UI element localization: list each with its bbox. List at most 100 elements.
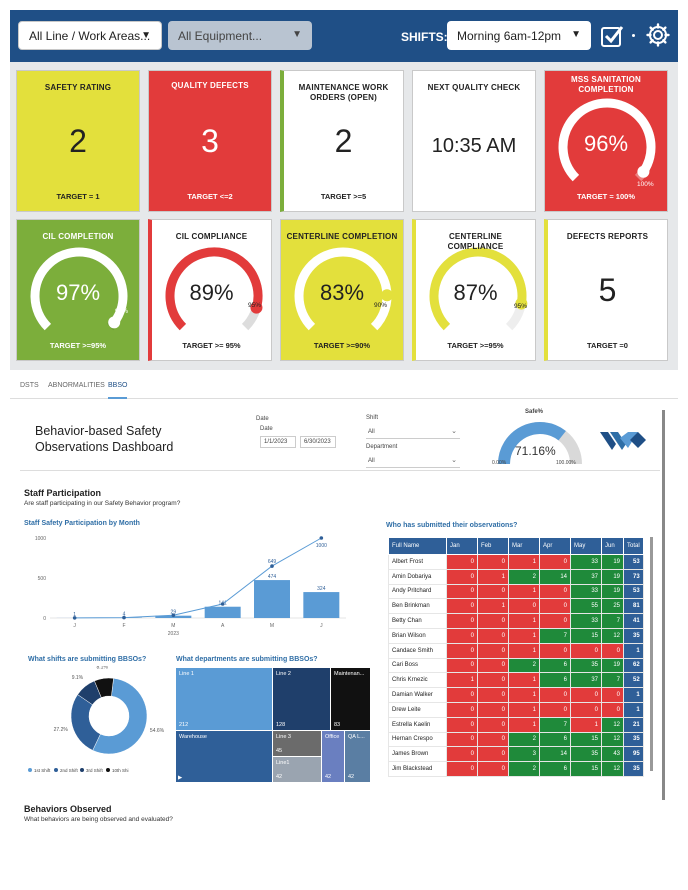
date-to-field[interactable]: 6/30/2023	[300, 436, 336, 448]
donut-slice[interactable]	[92, 677, 148, 755]
kpi-card-quality-defects[interactable]: QUALITY DEFECTS 3 TARGET <=2	[148, 70, 272, 212]
bar-data-label: 474	[268, 574, 277, 580]
kpi-card-maintenance-work-orders[interactable]: MAINTENANCE WORK ORDERS (OPEN) 2 TARGET …	[280, 70, 404, 212]
tab-dsts[interactable]: DSTS	[20, 382, 39, 389]
divider	[20, 470, 660, 471]
total-cell: 35	[623, 731, 644, 748]
month-cell: 0	[446, 761, 478, 777]
bar[interactable]	[303, 592, 340, 618]
shift-filter-select[interactable]: All ⌄	[366, 426, 460, 439]
table-row[interactable]: Ben Brinkman 0 1 0 0 55 25 81	[388, 598, 644, 615]
bar[interactable]	[204, 606, 241, 618]
column-header[interactable]: Jan	[446, 537, 478, 555]
table-row[interactable]: Chris Krnezic 1 0 1 6 37 7 52	[388, 672, 644, 689]
table-row[interactable]: Candace Smith 0 0 1 0 0 0 1	[388, 642, 644, 659]
treemap-cell[interactable]: Line 2 128	[273, 668, 330, 730]
table-row[interactable]: Cari Boss 0 0 2 6 35 19 62	[388, 657, 644, 674]
month-cell: 0	[446, 568, 478, 585]
kpi-target: TARGET >=5	[320, 192, 367, 201]
table-row[interactable]: Damian Walker 0 0 1 0 0 0 1	[388, 687, 644, 703]
date-sub-label: Date	[260, 426, 273, 432]
treemap-cell[interactable]: Office 42	[322, 731, 344, 782]
table-row[interactable]: James Brown 0 0 3 14 35 43 95	[388, 746, 644, 763]
kpi-card-mss-sanitation[interactable]: MSS SANITATION COMPLETION 96% 100% TARGE…	[544, 70, 668, 212]
kpi-title: DEFECTS REPORTS	[566, 232, 649, 241]
month-cell: 6	[539, 672, 571, 689]
table-row[interactable]: Jim Blackstead 0 0 2 6 15 12 35	[388, 761, 644, 777]
month-cell: 0	[601, 687, 624, 703]
kpi-card-defects-reports[interactable]: DEFECTS REPORTS 5 TARGET =0	[544, 219, 668, 361]
line-point[interactable]	[220, 602, 225, 606]
table-scrollbar[interactable]	[650, 537, 653, 771]
line-work-area-dropdown[interactable]: All Line / Work Areas... ▼	[18, 21, 162, 50]
tab-bbso[interactable]: BBSO	[108, 382, 128, 399]
bar-data-label: 4	[123, 612, 126, 618]
gauge-indicator	[250, 301, 263, 314]
report-scrollbar[interactable]	[662, 410, 665, 800]
kpi-card-centerline-completion[interactable]: CENTERLINE COMPLETION 83% 90% TARGET >=9…	[280, 219, 404, 361]
treemap-cell[interactable]: QA L... 42	[345, 731, 370, 782]
shift-dropdown[interactable]: Morning 6am-12pm ▼	[447, 21, 591, 50]
table-row[interactable]: Brian Wilson 0 0 1 7 15 12 35	[388, 627, 644, 644]
table-row[interactable]: Andy Pritchard 0 0 1 0 33 19 53	[388, 583, 644, 600]
total-cell: 52	[623, 672, 644, 689]
month-cell: 12	[601, 716, 624, 733]
table-row[interactable]: Hernan Crespo 0 0 2 6 15 12 35	[388, 731, 644, 748]
checkbox-icon[interactable]	[600, 24, 624, 48]
x-tick-label: J	[73, 623, 76, 629]
column-header[interactable]: Full Name	[388, 537, 447, 555]
month-cell: 0	[539, 642, 571, 659]
month-cell: 14	[539, 746, 571, 763]
line-point[interactable]	[72, 616, 77, 620]
column-header[interactable]: Total	[623, 537, 644, 555]
kpi-card-safety-rating[interactable]: SAFETY RATING 2 TARGET = 1	[16, 70, 140, 212]
line-point[interactable]	[319, 536, 324, 540]
table-row[interactable]: Albert Frost 0 0 1 0 33 19 53	[388, 554, 644, 570]
total-cell: 73	[623, 568, 644, 585]
tab-abnormalities[interactable]: ABNORMALITIES	[48, 382, 105, 389]
month-cell: 1	[508, 642, 540, 659]
chevron-down-icon: ⌄	[451, 457, 457, 464]
treemap-cell[interactable]: Maintenan... 83	[331, 668, 370, 730]
kpi-card-next-quality-check[interactable]: NEXT QUALITY CHECK 10:35 AM	[412, 70, 536, 212]
table-row[interactable]: Drew Leite 0 0 1 0 0 0 1	[388, 701, 644, 718]
donut-slice[interactable]	[94, 677, 114, 698]
column-header[interactable]: May	[570, 537, 602, 555]
column-header[interactable]: Feb	[477, 537, 509, 555]
department-filter-select[interactable]: All ⌄	[366, 455, 460, 468]
bar[interactable]	[254, 580, 290, 618]
kpi-card-centerline-compliance[interactable]: CENTERLINE COMPLIANCE 87% 95% TARGET >=9…	[412, 219, 536, 361]
column-header[interactable]: Jun	[601, 537, 624, 555]
staff-participation-heading: Staff Participation	[24, 488, 102, 498]
kpi-value: 10:35 AM	[431, 135, 517, 157]
month-cell: 0	[539, 598, 571, 615]
month-cell: 0	[477, 554, 509, 570]
month-cell: 0	[477, 716, 509, 733]
expand-arrow-icon[interactable]: ▶	[178, 775, 183, 781]
behaviors-subtitle: What behaviors are being observed and ev…	[24, 816, 173, 823]
kpi-card-cil-compliance[interactable]: CIL COMPLIANCE 89% 95% TARGET >= 95%	[148, 219, 272, 361]
month-cell: 33	[570, 554, 602, 570]
line-point[interactable]	[171, 613, 176, 618]
y-tick-label: 0	[43, 616, 46, 622]
table-row[interactable]: Amin Dobariya 0 1 2 14 37 19 73	[388, 568, 644, 585]
gauge-indicator	[380, 289, 393, 302]
gear-icon[interactable]	[646, 23, 670, 47]
treemap-cell[interactable]: Line1 42	[273, 757, 321, 782]
treemap-cell[interactable]: Line 3 45	[273, 731, 321, 756]
line-point[interactable]	[270, 564, 274, 568]
column-header[interactable]: Apr	[539, 537, 571, 555]
date-from-field[interactable]: 1/1/2023	[260, 436, 296, 448]
column-header[interactable]: Mar	[508, 537, 540, 555]
treemap-cell[interactable]: Warehouse ▶	[176, 731, 272, 782]
kpi-card-cil-completion[interactable]: CIL COMPLETION 97% 95% TARGET >=95%	[16, 219, 140, 361]
chevron-down-icon: ▼	[292, 29, 302, 40]
month-cell: 0	[570, 687, 602, 703]
table-row[interactable]: Betty Chan 0 0 1 0 33 7 41	[388, 613, 644, 629]
month-cell: 7	[539, 716, 571, 733]
treemap-cell[interactable]: Line 1 212	[176, 668, 272, 730]
table-row[interactable]: Estrella Kaelin 0 0 1 7 1 12 21	[388, 716, 644, 733]
equipment-dropdown[interactable]: All Equipment... ▼	[168, 21, 312, 50]
line-point[interactable]	[122, 615, 126, 620]
donut-slice[interactable]	[70, 694, 101, 751]
